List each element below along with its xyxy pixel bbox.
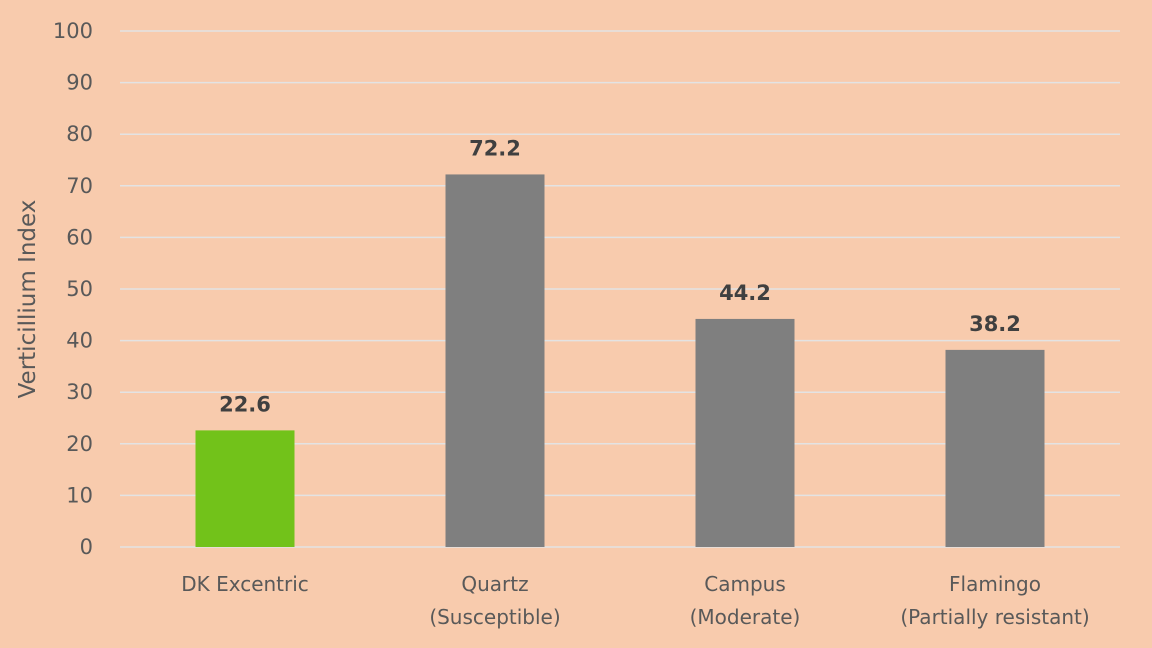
category-label-line: (Moderate) <box>690 605 801 629</box>
y-axis-title: Verticillium Index <box>15 200 41 399</box>
category-label-line: (Partially resistant) <box>900 605 1089 629</box>
y-tick-label: 60 <box>66 225 93 249</box>
y-tick-label: 10 <box>66 483 93 507</box>
bar-3 <box>945 349 1045 547</box>
category-label-line: Campus <box>704 572 786 596</box>
y-axis-ticks: 0 10 20 30 40 50 60 70 80 90 100 <box>53 19 93 559</box>
category-label-line: Flamingo <box>949 572 1041 596</box>
category-label-0: DK Excentric <box>181 572 309 596</box>
data-label-1: 72.2 <box>469 136 521 160</box>
category-label-line: Quartz <box>461 572 528 596</box>
data-label-0: 22.6 <box>219 392 271 416</box>
y-tick-label: 90 <box>66 71 93 95</box>
y-tick-label: 0 <box>80 535 93 559</box>
bars <box>195 174 1045 547</box>
y-tick-label: 100 <box>53 19 93 43</box>
y-tick-label: 20 <box>66 432 93 456</box>
data-labels: 22.6 72.2 44.2 38.2 <box>219 136 1021 416</box>
category-label-2: Campus (Moderate) <box>690 572 801 629</box>
y-tick-label: 40 <box>66 329 93 353</box>
bar-2 <box>695 318 795 547</box>
y-tick-label: 50 <box>66 277 93 301</box>
category-label-line: (Susceptible) <box>429 605 560 629</box>
y-tick-label: 70 <box>66 174 93 198</box>
category-label-line: DK Excentric <box>181 572 309 596</box>
y-tick-label: 80 <box>66 122 93 146</box>
data-label-2: 44.2 <box>719 281 771 305</box>
bar-0 <box>195 430 295 547</box>
data-label-3: 38.2 <box>969 312 1021 336</box>
bar-1 <box>445 174 545 547</box>
category-label-1: Quartz (Susceptible) <box>429 572 560 629</box>
y-tick-label: 30 <box>66 380 93 404</box>
category-label-3: Flamingo (Partially resistant) <box>900 572 1089 629</box>
x-axis-categories: DK Excentric Quartz (Susceptible) Campus (Mo… <box>181 572 1089 629</box>
